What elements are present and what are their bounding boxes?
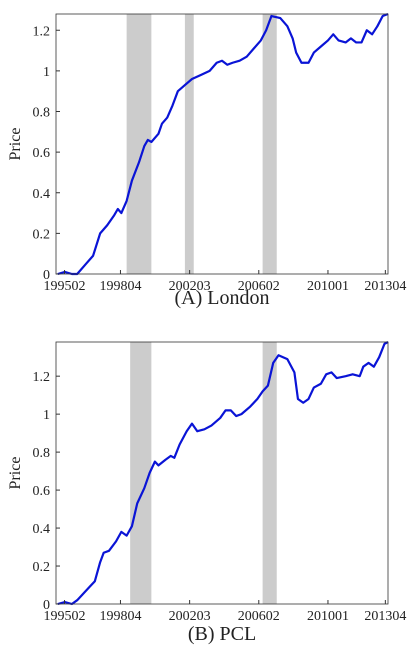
x-tick-label: 201001: [307, 609, 349, 624]
x-tick-label: 201304: [364, 279, 406, 294]
x-tick-label: 200203: [169, 279, 211, 294]
y-tick-label: 0.8: [33, 106, 51, 121]
y-tick-label: 1.2: [33, 24, 51, 39]
y-tick-label: 1: [43, 65, 50, 80]
y-tick-label: 1: [43, 408, 50, 423]
x-tick-label: 201304: [364, 609, 406, 624]
shaded-region: [262, 14, 277, 274]
y-tick-label: 0.4: [33, 522, 51, 537]
plot-frame: [55, 13, 389, 275]
x-tick-label: 200602: [238, 279, 280, 294]
x-tick-label: 200602: [238, 609, 280, 624]
x-tick-label: 201001: [307, 279, 349, 294]
plot-frame: [55, 341, 389, 605]
price-line: [57, 12, 389, 276]
y-axis-label: Price: [7, 128, 24, 161]
y-tick-label: 0.4: [33, 187, 51, 202]
y-tick-label: 0.2: [33, 227, 51, 242]
x-tick-label: 199804: [99, 609, 141, 624]
y-tick-label: 1.2: [33, 370, 51, 385]
x-tick-label: 200203: [169, 609, 211, 624]
shaded-region: [262, 342, 277, 604]
shaded-region: [130, 342, 152, 604]
y-tick-label: 0.6: [33, 146, 51, 161]
x-tick-label: 199502: [44, 279, 86, 294]
x-tick-label: 199502: [44, 609, 86, 624]
y-tick-label: 0: [43, 268, 50, 283]
price-line: [57, 341, 389, 606]
y-tick-label: 0: [43, 598, 50, 613]
shaded-region: [184, 14, 194, 274]
y-axis-label: Price: [7, 457, 24, 490]
x-tick-label: 199804: [99, 279, 141, 294]
caption: (A) London: [175, 287, 270, 309]
caption: (B) PCL: [188, 623, 256, 645]
y-tick-label: 0.2: [33, 560, 51, 575]
y-tick-label: 0.8: [33, 446, 51, 461]
y-tick-label: 0.6: [33, 484, 51, 499]
shaded-region: [126, 14, 152, 274]
